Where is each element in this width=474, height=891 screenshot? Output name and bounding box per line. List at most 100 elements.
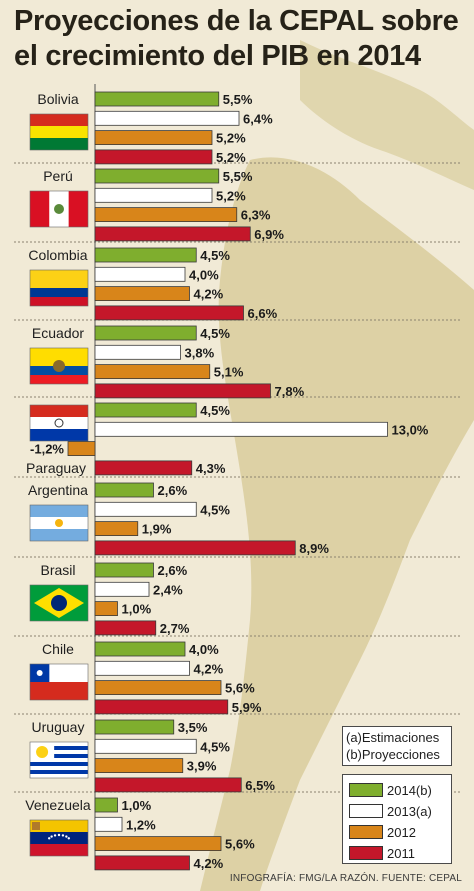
bar-2014	[94, 641, 186, 657]
bar-2013	[94, 581, 150, 597]
legend-item-2011: 2011	[349, 843, 445, 863]
bar-2013	[94, 344, 181, 360]
bar-2014	[94, 562, 154, 578]
data-label: 2,6%	[158, 483, 188, 498]
data-label: 5,6%	[225, 837, 255, 852]
data-label: 5,2%	[216, 188, 246, 203]
colombia-flag	[29, 269, 89, 307]
bar-2013	[94, 738, 197, 754]
data-label: 5,5%	[223, 92, 253, 107]
legend-swatch-2011	[349, 846, 383, 860]
argentina-flag	[29, 504, 89, 542]
data-label: 5,5%	[223, 169, 253, 184]
legend-label-2014: 2014(b)	[387, 782, 432, 798]
bar-2011	[94, 305, 244, 321]
bar-2014	[94, 91, 220, 107]
country-label: Brasil	[40, 562, 75, 578]
data-label: 4,2%	[194, 661, 224, 676]
legend-item-2013: 2013(a)	[349, 801, 445, 821]
data-label: -1,2%	[30, 442, 64, 457]
chile-flag	[29, 663, 89, 701]
bar-2013	[94, 266, 186, 282]
data-label: 2,4%	[153, 582, 183, 597]
data-label: 3,9%	[187, 759, 217, 774]
legend: 2014(b) 2013(a) 2012 2011	[342, 774, 452, 864]
country-label: Chile	[42, 641, 74, 657]
bar-2012	[94, 601, 118, 616]
legend-swatch-2013	[349, 804, 383, 818]
source-credit: INFOGRAFÍA: FMG/LA RAZÓN. FUENTE: CEPAL	[229, 873, 462, 884]
data-label: 6,9%	[254, 227, 284, 242]
data-label: 4,5%	[200, 326, 230, 341]
bar-2011	[94, 699, 229, 715]
legend-note-estimates: (a)Estimaciones	[346, 730, 440, 745]
legend-item-2014: 2014(b)	[349, 780, 445, 800]
data-label: 5,6%	[225, 681, 255, 696]
data-label: 4,0%	[189, 267, 219, 282]
data-label: 5,1%	[214, 365, 244, 380]
legend-swatch-2012	[349, 825, 383, 839]
bar-2012	[94, 521, 139, 536]
data-label: 1,9%	[142, 522, 172, 537]
ecuador-flag	[29, 347, 89, 385]
data-label: 1,0%	[122, 602, 152, 617]
brasil-flag	[29, 584, 89, 622]
data-label: 13,0%	[392, 422, 429, 437]
data-label: 5,2%	[216, 131, 246, 146]
data-label: 1,0%	[122, 798, 152, 813]
data-label: 4,5%	[200, 739, 230, 754]
bar-2014	[94, 168, 220, 184]
data-label: 5,9%	[232, 700, 262, 715]
bar-2014	[94, 719, 175, 735]
data-label: 4,3%	[196, 461, 226, 476]
bar-2013	[94, 816, 123, 832]
bar-2012	[94, 758, 184, 773]
bar-2014	[94, 402, 197, 418]
country-label: Bolivia	[37, 91, 78, 107]
data-label: 6,6%	[248, 306, 278, 321]
bar-2011	[94, 383, 271, 399]
bar-2014	[94, 325, 197, 341]
uruguay-flag	[29, 741, 89, 779]
bar-2011	[94, 540, 296, 556]
bar-2013	[94, 501, 197, 517]
legend-label-2012: 2012	[387, 824, 416, 840]
country-label: Ecuador	[32, 325, 84, 341]
legend-swatch-2014	[349, 783, 383, 797]
legend-label-2013: 2013(a)	[387, 803, 432, 819]
data-label: 4,0%	[189, 642, 219, 657]
bar-2011	[94, 855, 190, 871]
paraguay-flag	[29, 404, 89, 442]
country-label: Uruguay	[32, 719, 85, 735]
data-label: 2,6%	[158, 563, 188, 578]
legend-label-2011: 2011	[387, 845, 415, 861]
data-label: 3,8%	[185, 345, 215, 360]
data-label: 5,2%	[216, 150, 246, 165]
data-label: 8,9%	[299, 541, 329, 556]
bar-2011	[94, 777, 242, 793]
peru-flag	[29, 190, 89, 228]
data-label: 4,2%	[194, 287, 224, 302]
bar-2013	[94, 187, 213, 203]
data-label: 6,3%	[241, 208, 271, 223]
legend-notes: (a)Estimaciones (b)Proyecciones	[342, 726, 452, 766]
country-label: Perú	[43, 168, 73, 184]
bolivia-flag	[29, 113, 89, 151]
data-label: 6,4%	[243, 111, 273, 126]
data-label: 7,8%	[275, 384, 305, 399]
bar-2013	[94, 110, 240, 126]
data-label: 6,5%	[245, 778, 275, 793]
data-label: 4,5%	[200, 403, 230, 418]
data-label: 2,7%	[160, 621, 190, 636]
country-label: Venezuela	[25, 797, 91, 813]
country-label: Argentina	[28, 482, 88, 498]
bar-2012	[94, 207, 238, 223]
bar-2012	[94, 286, 190, 302]
bar-2011	[94, 460, 193, 476]
bar-2011	[94, 149, 213, 165]
legend-note-projections: (b)Proyecciones	[346, 747, 440, 762]
country-label: Colombia	[28, 247, 87, 263]
legend-item-2012: 2012	[349, 822, 445, 842]
